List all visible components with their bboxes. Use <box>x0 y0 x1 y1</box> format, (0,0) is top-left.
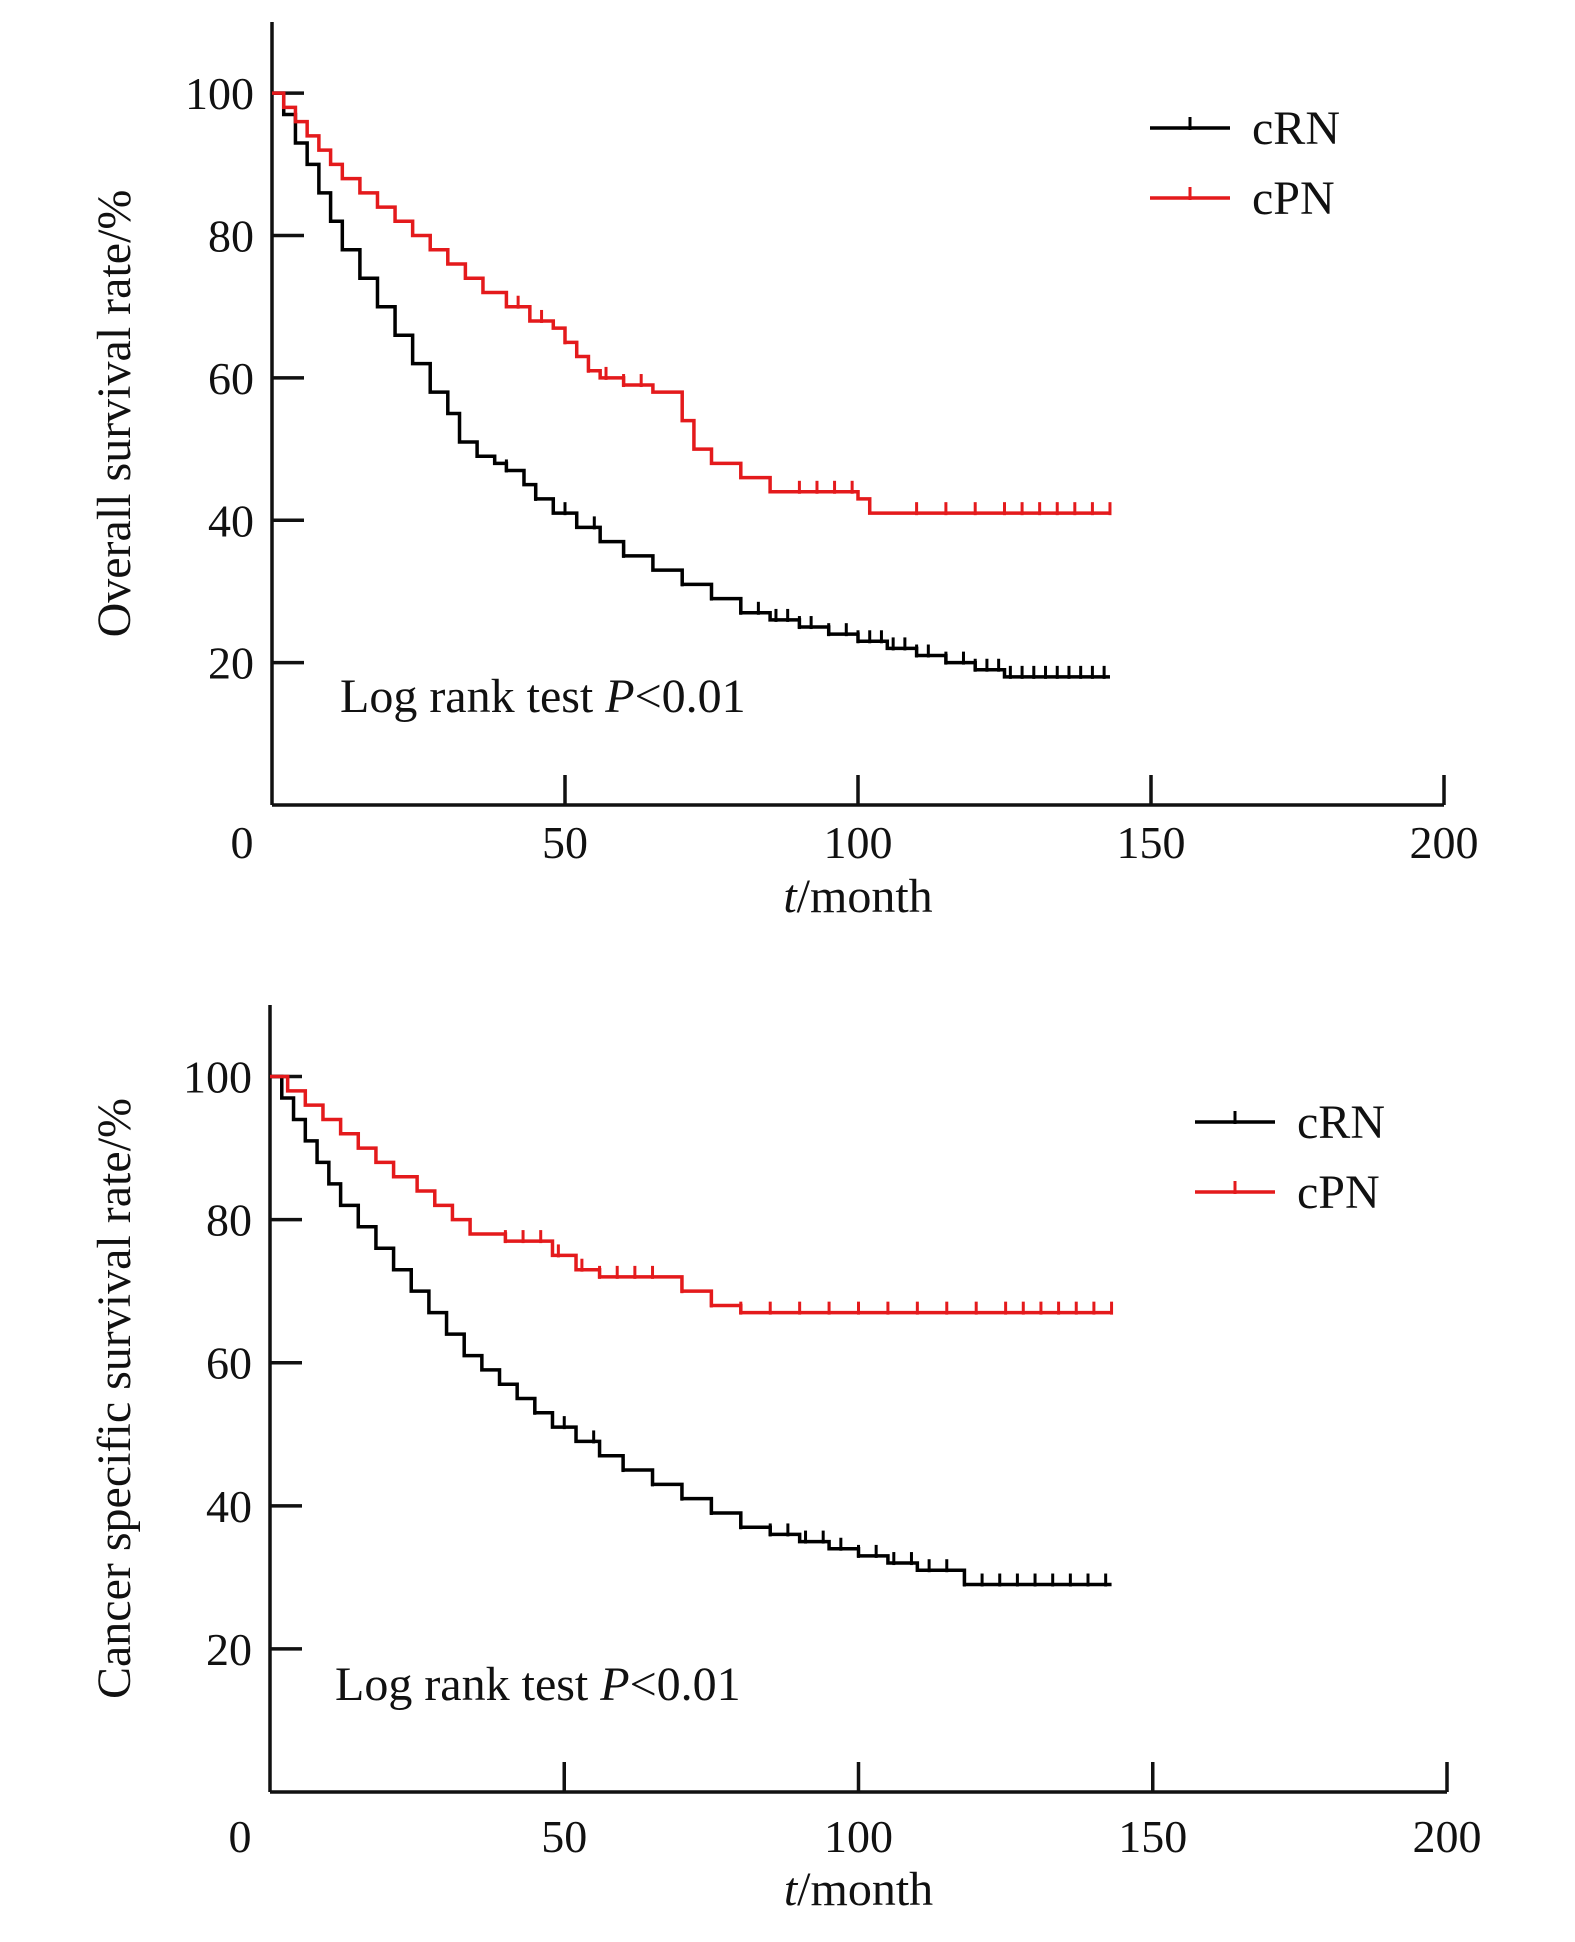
legend-label-cpn: cPN <box>1252 172 1335 225</box>
x-tick-label: 200 <box>1413 1811 1482 1862</box>
series-cpn-line <box>270 1074 1112 1315</box>
y-tick-label: 60 <box>206 1338 252 1389</box>
x-tick-label: 100 <box>824 1811 893 1862</box>
legend-label-crn: cRN <box>1252 102 1340 155</box>
x-axis-label-variable: t <box>783 870 798 923</box>
x-axis-label-unit: /month <box>797 1863 933 1916</box>
y-axis-label: Overall survival rate/% <box>88 190 141 638</box>
x-axis-label: t/month <box>784 1863 933 1916</box>
legend-label-crn: cRN <box>1297 1096 1385 1149</box>
series-crn-line <box>270 1074 1112 1587</box>
y-axis-label: Cancer specific survival rate/% <box>88 1098 141 1699</box>
x-tick-label: 0 <box>231 817 254 868</box>
annotation-prefix: Log rank test <box>335 1658 600 1711</box>
y-tick-label: 100 <box>183 1052 252 1103</box>
log-rank-annotation: Log rank test P<0.01 <box>340 670 746 723</box>
x-tick-label: 150 <box>1117 817 1186 868</box>
annotation-p-symbol: P <box>604 670 634 723</box>
annotation-p-value: <0.01 <box>630 1658 741 1711</box>
cancer-specific-survival-chart: 0 50 100 150 200 20 40 60 80 100 Cancer specific s… <box>88 1005 1482 1916</box>
y-tick-label: 20 <box>206 1624 252 1675</box>
x-tick-label: 150 <box>1118 1811 1187 1862</box>
x-tick-label: 200 <box>1410 817 1479 868</box>
x-tick-label: 0 <box>229 1811 252 1862</box>
x-axis-label: t/month <box>783 870 932 923</box>
x-axis-label-variable: t <box>784 1863 799 1916</box>
overall-survival-chart: 0 50 100 150 200 20 40 60 80 100 Overall survival … <box>88 22 1479 923</box>
y-tick-label: 20 <box>208 638 254 689</box>
annotation-p-symbol: P <box>599 1658 629 1711</box>
y-tick-label: 60 <box>208 353 254 404</box>
y-tick-label: 40 <box>208 495 254 546</box>
y-tick-label: 80 <box>208 211 254 262</box>
x-tick-label: 100 <box>824 817 893 868</box>
y-tick-label: 100 <box>185 68 254 119</box>
annotation-p-value: <0.01 <box>635 670 746 723</box>
log-rank-annotation: Log rank test P<0.01 <box>335 1658 741 1711</box>
series-crn-line <box>272 91 1110 679</box>
annotation-prefix: Log rank test <box>340 670 605 723</box>
y-tick-label: 40 <box>206 1481 252 1532</box>
x-tick-label: 50 <box>542 817 588 868</box>
y-tick-label: 80 <box>206 1195 252 1246</box>
x-axis-label-unit: /month <box>797 870 933 923</box>
series-cpn-line <box>272 91 1110 515</box>
x-tick-label: 50 <box>541 1811 587 1862</box>
legend-label-cpn: cPN <box>1297 1166 1380 1219</box>
